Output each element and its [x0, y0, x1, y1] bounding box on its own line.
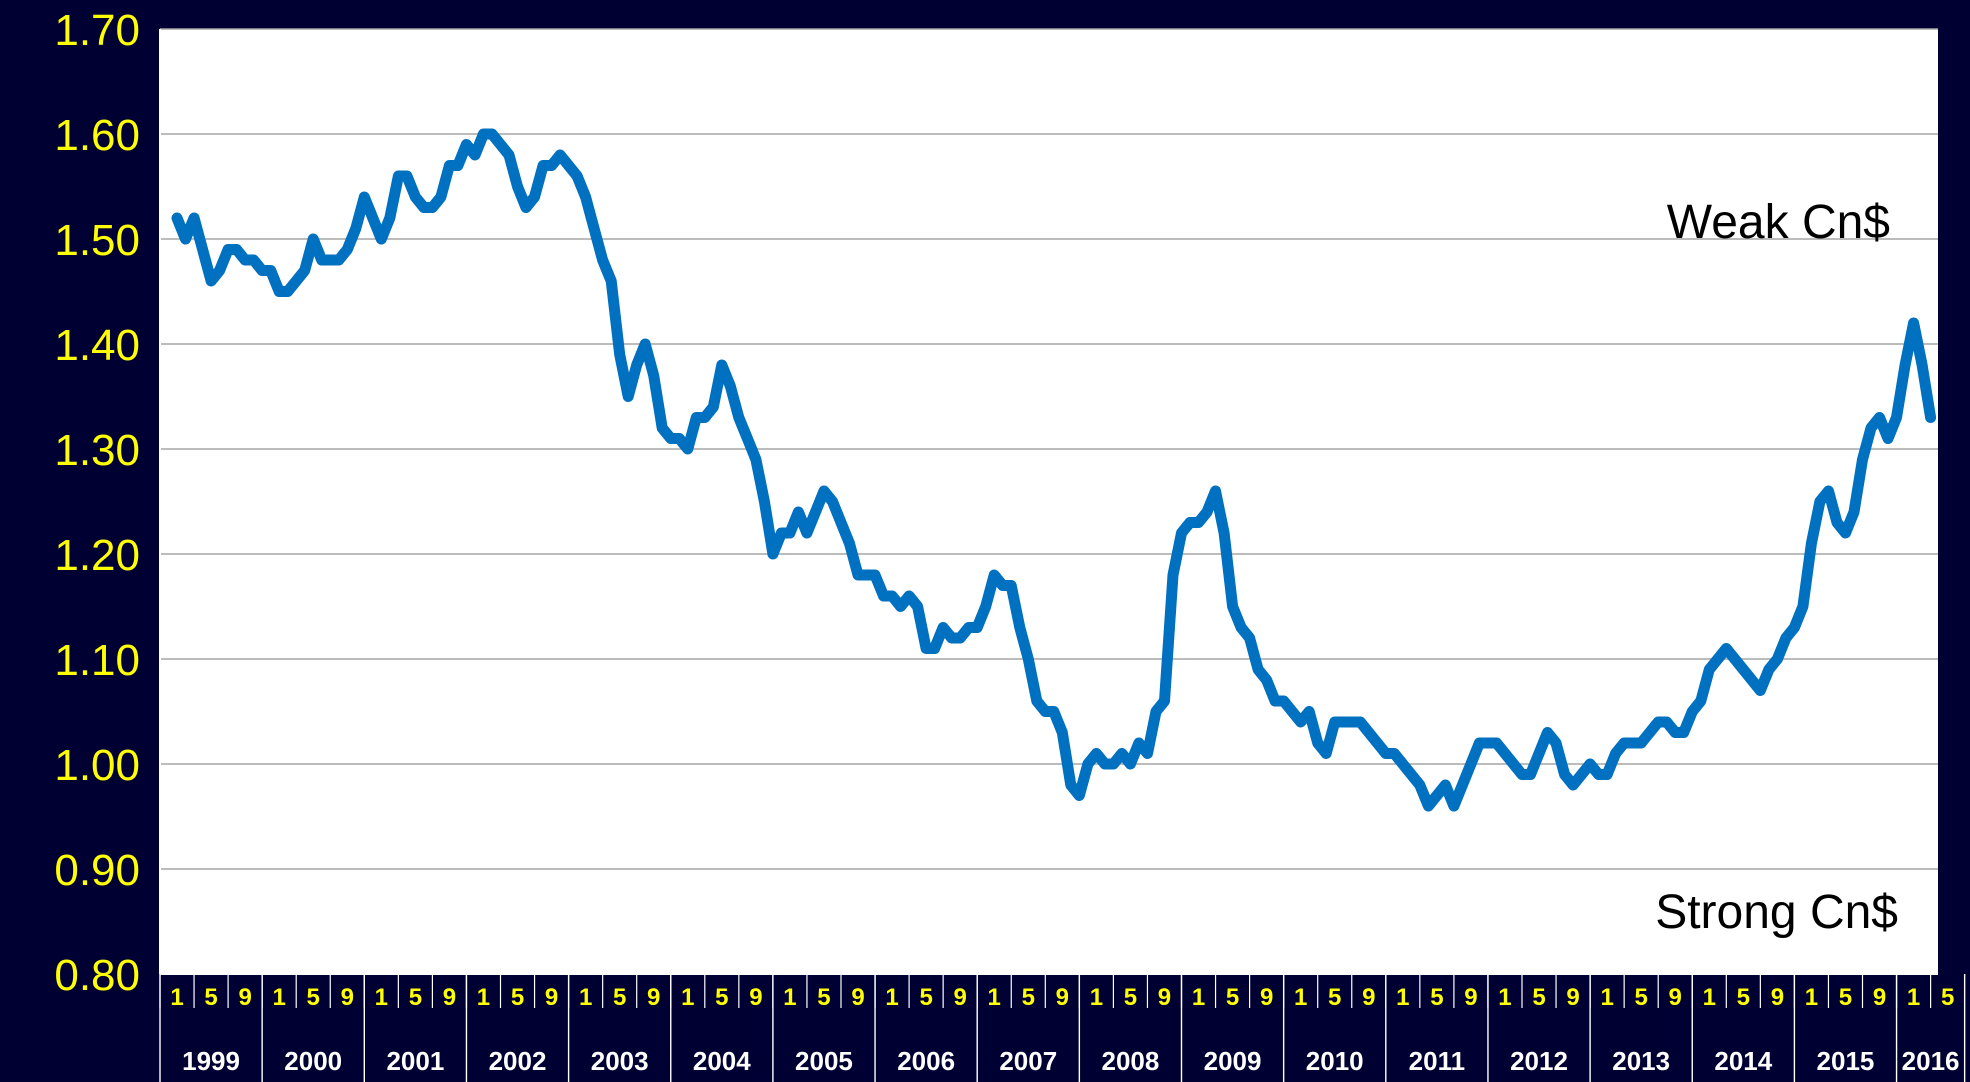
y-tick-label: 1.00	[54, 741, 140, 790]
year-label: 2014	[1714, 1046, 1772, 1076]
month-tick-label: 1	[885, 984, 898, 1011]
month-tick-label: 1	[681, 984, 694, 1011]
month-tick-label: 5	[1941, 984, 1954, 1011]
month-tick-label: 1	[477, 984, 490, 1011]
month-tick-label: 9	[1260, 984, 1273, 1011]
year-label: 2011	[1409, 1046, 1465, 1076]
month-tick-label: 1	[1703, 984, 1716, 1011]
month-tick-label: 5	[817, 984, 830, 1011]
year-label: 2001	[386, 1046, 444, 1076]
month-tick-label: 1	[1090, 984, 1103, 1011]
y-tick-label: 0.90	[54, 846, 140, 895]
year-label: 2016	[1902, 1046, 1960, 1076]
y-tick-label: 0.80	[54, 951, 140, 1000]
month-tick-label: 9	[238, 984, 251, 1011]
month-tick-label: 1	[1907, 984, 1920, 1011]
month-tick-label: 5	[715, 984, 728, 1011]
month-tick-label: 9	[953, 984, 966, 1011]
month-tick-label: 9	[749, 984, 762, 1011]
month-tick-label: 9	[851, 984, 864, 1011]
year-label: 2015	[1817, 1046, 1875, 1076]
annotation-strong: Strong Cn$	[1655, 886, 1898, 939]
year-label: 2000	[284, 1046, 342, 1076]
year-label: 2009	[1204, 1046, 1262, 1076]
year-label: 2007	[999, 1046, 1057, 1076]
month-tick-label: 9	[341, 984, 354, 1011]
year-label: 1999	[182, 1046, 240, 1076]
axes	[159, 29, 1938, 975]
year-label: 2008	[1102, 1046, 1160, 1076]
month-tick-label: 1	[579, 984, 592, 1011]
month-tick-label: 9	[1056, 984, 1069, 1011]
y-tick-label: 1.70	[54, 6, 140, 55]
month-tick-label: 9	[1566, 984, 1579, 1011]
month-tick-label: 1	[1805, 984, 1818, 1011]
month-tick-label: 1	[375, 984, 388, 1011]
month-tick-label: 5	[919, 984, 932, 1011]
plot-area	[160, 29, 1938, 974]
month-tick-label: 9	[545, 984, 558, 1011]
year-label: 2005	[795, 1046, 853, 1076]
year-label: 2002	[489, 1046, 547, 1076]
month-tick-label: 1	[988, 984, 1001, 1011]
y-tick-label: 1.40	[54, 321, 140, 370]
month-tick-label: 5	[1634, 984, 1647, 1011]
month-tick-label: 5	[1226, 984, 1239, 1011]
year-label: 2004	[693, 1046, 751, 1076]
y-tick-label: 1.30	[54, 426, 140, 475]
series	[171, 128, 1937, 812]
month-tick-label: 9	[1669, 984, 1682, 1011]
month-tick-label: 9	[1158, 984, 1171, 1011]
month-tick-label: 5	[1124, 984, 1137, 1011]
gridlines	[160, 28, 1938, 870]
year-label: 2006	[897, 1046, 955, 1076]
y-tick-label: 1.50	[54, 216, 140, 265]
month-tick-label: 5	[204, 984, 217, 1011]
month-tick-label: 1	[1600, 984, 1613, 1011]
month-tick-label: 5	[1430, 984, 1443, 1011]
y-tick-label: 1.10	[54, 636, 140, 685]
month-tick-label: 5	[1532, 984, 1545, 1011]
month-tick-label: 1	[783, 984, 796, 1011]
year-label: 2012	[1510, 1046, 1568, 1076]
month-tick-label: 5	[613, 984, 626, 1011]
month-tick-label: 1	[272, 984, 285, 1011]
month-tick-label: 9	[1873, 984, 1886, 1011]
month-tick-label: 1	[1498, 984, 1511, 1011]
month-tick-label: 9	[647, 984, 660, 1011]
month-tick-label: 9	[1464, 984, 1477, 1011]
month-tick-label: 5	[511, 984, 524, 1011]
series-line	[171, 128, 1937, 812]
y-tick-labels: 0.80 0.90 1.00 1.10 1.20 1.30 1.40 1.50 1.60 1.70	[54, 6, 140, 1000]
year-label: 2010	[1306, 1046, 1364, 1076]
year-label: 2013	[1612, 1046, 1670, 1076]
month-tick-label: 5	[1737, 984, 1750, 1011]
month-tick-label: 5	[1328, 984, 1341, 1011]
month-tick-label: 5	[307, 984, 320, 1011]
month-tick-label: 5	[409, 984, 422, 1011]
month-tick-label: 9	[1362, 984, 1375, 1011]
y-tick-label: 1.20	[54, 531, 140, 580]
month-tick-label: 9	[443, 984, 456, 1011]
month-tick-label: 5	[1022, 984, 1035, 1011]
y-tick-label: 1.60	[54, 111, 140, 160]
month-tick-label: 9	[1771, 984, 1784, 1011]
month-tick-label: 1	[1192, 984, 1205, 1011]
month-tick-label: 1	[170, 984, 183, 1011]
year-label: 2003	[591, 1046, 649, 1076]
month-tick-label: 1	[1294, 984, 1307, 1011]
month-tick-label: 5	[1839, 984, 1852, 1011]
annotation-weak: Weak Cn$	[1667, 196, 1890, 249]
month-tick-label: 1	[1396, 984, 1409, 1011]
